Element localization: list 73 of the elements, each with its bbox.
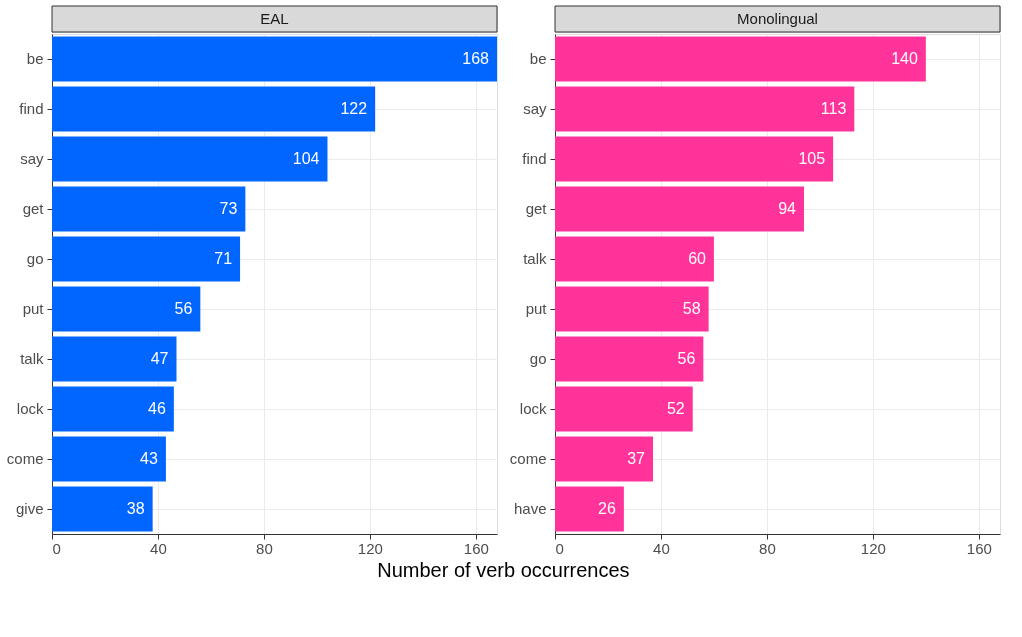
bar bbox=[555, 36, 926, 82]
x-tick-label: 0 bbox=[52, 539, 61, 557]
x-tick-label: 80 bbox=[759, 539, 776, 557]
data-label: 73 bbox=[219, 200, 238, 217]
data-label: 122 bbox=[340, 100, 368, 117]
data-label: 140 bbox=[891, 50, 918, 67]
data-label: 47 bbox=[150, 350, 169, 367]
y-tick-label: come bbox=[6, 450, 44, 467]
bar bbox=[555, 236, 714, 282]
data-label: 56 bbox=[677, 350, 696, 367]
x-tick-label: 120 bbox=[357, 539, 383, 557]
bar bbox=[52, 86, 376, 132]
data-label: 105 bbox=[798, 150, 826, 167]
bar bbox=[52, 136, 328, 182]
y-tick-label: get bbox=[525, 200, 548, 217]
x-axis-title: Number of verb occurrences bbox=[377, 558, 630, 581]
y-tick-label: find bbox=[19, 100, 44, 117]
data-label: 46 bbox=[148, 400, 166, 417]
y-tick-label: talk bbox=[523, 250, 547, 267]
y-tick-label: say bbox=[20, 150, 44, 167]
bar bbox=[555, 286, 709, 332]
y-tick-label: talk bbox=[20, 350, 44, 367]
bar bbox=[555, 436, 654, 482]
data-label: 52 bbox=[666, 400, 685, 417]
x-tick-label: 120 bbox=[860, 539, 886, 557]
data-label: 56 bbox=[174, 300, 193, 317]
x-tick-label: 80 bbox=[256, 539, 273, 557]
y-tick-label: have bbox=[513, 500, 547, 517]
bar bbox=[555, 136, 834, 182]
y-tick-label: give bbox=[15, 500, 44, 517]
x-tick-label: 0 bbox=[555, 539, 564, 557]
data-label: 26 bbox=[598, 500, 616, 517]
y-tick-label: say bbox=[523, 100, 547, 117]
chart-title: Monolingual bbox=[737, 10, 818, 27]
bar bbox=[52, 386, 174, 432]
data-label: 104 bbox=[292, 150, 320, 167]
bar bbox=[52, 486, 153, 532]
data-label: 37 bbox=[627, 450, 646, 467]
y-tick-label: get bbox=[22, 200, 45, 217]
y-tick-label: lock bbox=[16, 400, 44, 417]
y-tick-label: go bbox=[529, 350, 547, 367]
bar bbox=[52, 36, 497, 82]
x-tick-label: 160 bbox=[966, 539, 992, 557]
bar bbox=[52, 236, 241, 282]
x-tick-label: 40 bbox=[150, 539, 167, 557]
x-tick-label: 40 bbox=[653, 539, 670, 557]
bar bbox=[52, 186, 246, 232]
chart-title: EAL bbox=[260, 10, 289, 27]
bar bbox=[52, 286, 201, 332]
y-tick-label: lock bbox=[519, 400, 547, 417]
y-tick-label: be bbox=[529, 50, 547, 67]
bar bbox=[555, 486, 624, 532]
data-label: 43 bbox=[140, 450, 158, 467]
y-tick-label: put bbox=[525, 300, 548, 317]
x-tick-label: 160 bbox=[463, 539, 489, 557]
bar bbox=[52, 436, 166, 482]
bar bbox=[52, 336, 177, 382]
data-label: 38 bbox=[126, 500, 145, 517]
y-tick-label: come bbox=[509, 450, 547, 467]
bar bbox=[555, 186, 804, 232]
data-label: 168 bbox=[462, 50, 490, 67]
data-label: 113 bbox=[820, 100, 847, 117]
data-label: 60 bbox=[688, 250, 707, 267]
data-label: 71 bbox=[214, 250, 233, 267]
bar bbox=[555, 336, 704, 382]
y-tick-label: find bbox=[522, 150, 547, 167]
data-label: 58 bbox=[682, 300, 701, 317]
y-tick-label: be bbox=[26, 50, 44, 67]
data-label: 94 bbox=[778, 200, 797, 217]
bar bbox=[555, 386, 693, 432]
bar bbox=[555, 86, 855, 132]
y-tick-label: put bbox=[22, 300, 45, 317]
y-tick-label: go bbox=[26, 250, 44, 267]
